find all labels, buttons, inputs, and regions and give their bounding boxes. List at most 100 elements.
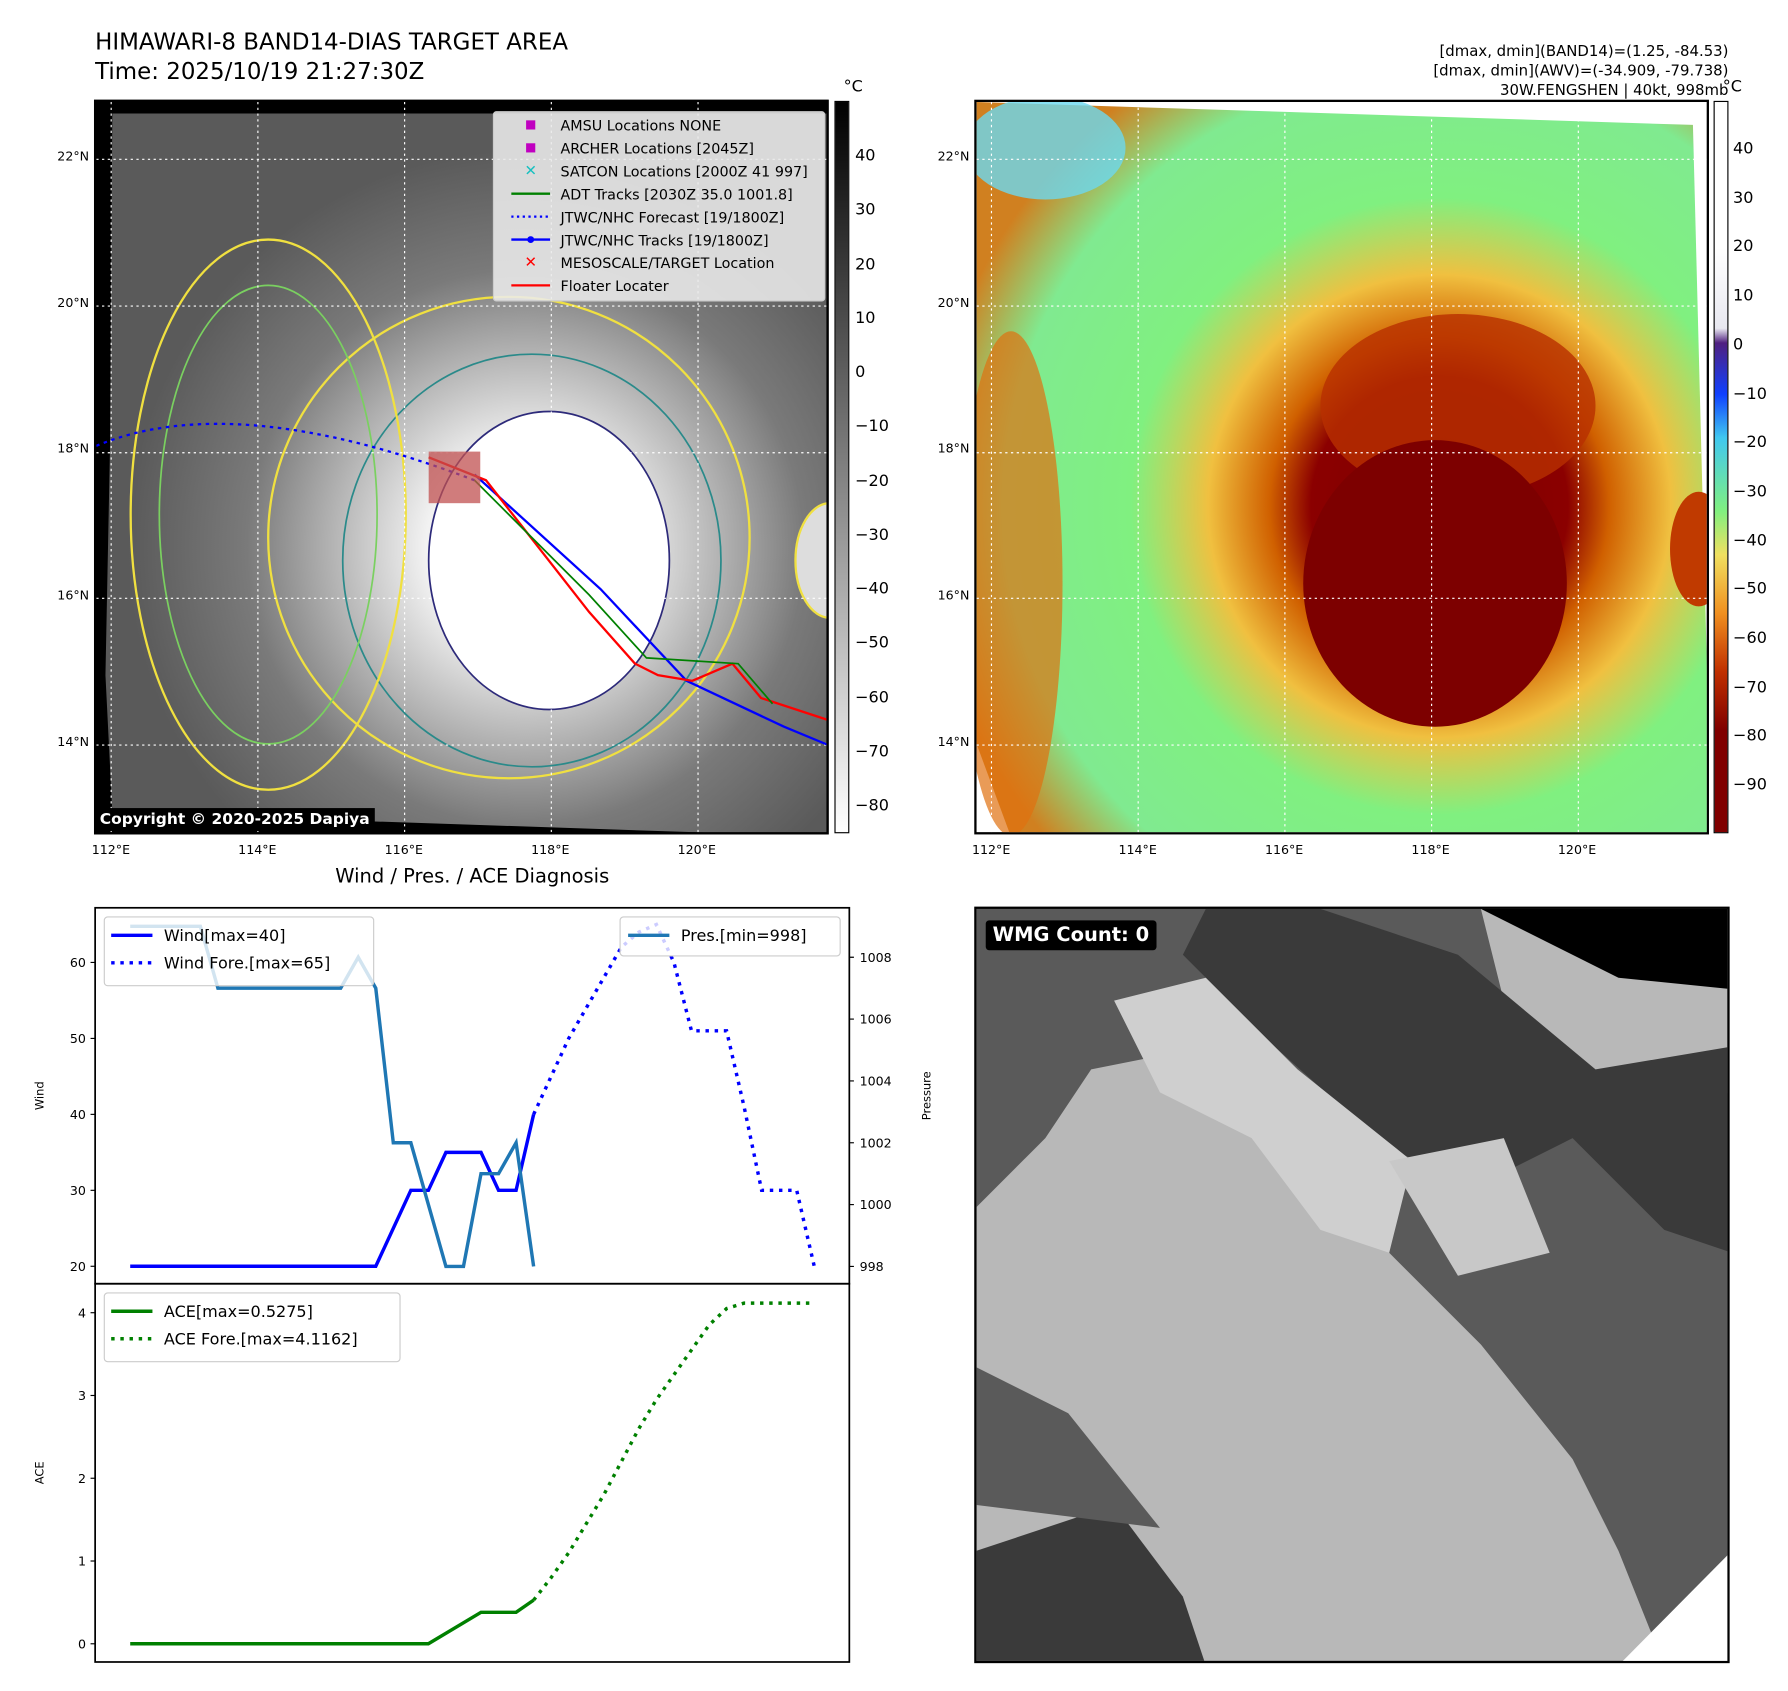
ir-map: AMSU Locations NONE ARCHER Locations [204… [93, 99, 829, 835]
colorbar-tick: −70 [855, 742, 889, 761]
colorbar-tick: 30 [1733, 188, 1754, 208]
colorbar-tick: −30 [855, 525, 889, 545]
legend-item: Floater Locater [510, 275, 669, 296]
colorbar-tick: −60 [855, 688, 889, 707]
lat-label: 20°N [57, 295, 90, 311]
lat-label: 14°N [937, 734, 970, 750]
legend-label: JTWC/NHC Forecast [19/1800Z] [560, 208, 785, 226]
lat-label: 16°N [937, 588, 970, 604]
legend-label: MESOSCALE/TARGET Location [560, 253, 775, 272]
legend-item: ARCHER Locations [2045Z] [510, 138, 754, 159]
awv-range: [dmax, dmin](AWV)=(-34.909, -79.738) [1433, 63, 1729, 81]
square-marker-icon [510, 120, 551, 130]
colorbar-tick: 30 [855, 200, 876, 220]
y-tick-label: 1 [78, 1554, 86, 1569]
colorbar-tick: 0 [1733, 335, 1744, 354]
lat-label: 18°N [57, 441, 90, 457]
chart-title: Wind / Pres. / ACE Diagnosis [335, 865, 610, 889]
x-marker-icon: ✕ [524, 162, 537, 180]
legend-item: ADT Tracks [2030Z 35.0 1001.8] [510, 183, 793, 204]
figure-title: HIMAWARI-8 BAND14-DIAS TARGET AREA [95, 27, 569, 56]
y-tick-label: 60 [70, 955, 86, 970]
solid-line-icon [510, 282, 551, 289]
floater-track [428, 456, 827, 721]
y-tick-label: 20 [70, 1259, 86, 1274]
awv-colorbar [1713, 100, 1729, 834]
y-tick-label: 4 [78, 1305, 86, 1320]
awv-imagery [976, 102, 1707, 833]
legend-label: Wind Fore.[max=65] [164, 954, 330, 973]
colorbar-tick: −50 [1733, 580, 1767, 599]
colorbar-tick: 10 [855, 309, 876, 328]
colorbar-tick: −40 [1733, 531, 1767, 550]
colorbar-tick: 0 [855, 363, 866, 382]
series-wind-fore- [532, 922, 816, 1267]
y-tick-label: 40 [70, 1107, 86, 1122]
colorbar-tick: −80 [855, 796, 889, 815]
y-right-tick-label: 1000 [860, 1197, 892, 1212]
y-axis-label: ACE [33, 1461, 47, 1484]
lat-label: 22°N [937, 149, 970, 164]
legend-label: Wind[max=40] [164, 926, 286, 945]
lat-label: 14°N [57, 734, 90, 750]
awv-map [974, 99, 1709, 835]
lon-label: 120°E [677, 842, 716, 858]
legend-item: AMSU Locations NONE [510, 115, 721, 136]
ir-colorbar [834, 100, 850, 834]
lon-label: 114°E [238, 842, 277, 858]
y-tick-label: 50 [70, 1031, 86, 1046]
lon-label: 118°E [1411, 842, 1450, 858]
lon-label: 112°E [91, 842, 131, 858]
lat-label: 16°N [57, 588, 90, 604]
lon-label: 120°E [1557, 842, 1597, 858]
lon-label: 114°E [1118, 842, 1157, 858]
legend-item: ✕ SATCON Locations [2000Z 41 997] [510, 160, 808, 181]
dot-line-icon [510, 236, 551, 243]
colorbar-tick: 20 [855, 255, 876, 274]
legend-label: ACE[max=0.5275] [164, 1302, 313, 1321]
legend-label: SATCON Locations [2000Z 41 997] [560, 162, 808, 180]
colorbar-tick: −60 [1733, 629, 1767, 648]
chart-legend [103, 916, 375, 987]
map-legend: AMSU Locations NONE ARCHER Locations [204… [492, 111, 826, 302]
colorbar-tick: −90 [1733, 776, 1767, 795]
copyright: Copyright © 2020-2025 Dapiya [95, 808, 375, 831]
square-marker-icon [510, 143, 551, 153]
band14-range: [dmax, dmin](BAND14)=(1.25, -84.53) [1439, 43, 1729, 61]
adt-track [473, 479, 774, 705]
wmg-count: WMG Count: 0 [985, 920, 1157, 951]
colorbar-tick: 40 [855, 146, 876, 166]
plot-frame [94, 1282, 851, 1663]
legend-label: JTWC/NHC Tracks [19/1800Z] [560, 230, 769, 249]
colorbar-tick: −80 [1733, 727, 1767, 746]
y-right-tick-label: 1002 [860, 1135, 892, 1150]
colorbar-tick: −20 [1733, 433, 1767, 452]
y-tick-label: 0 [78, 1636, 86, 1651]
colorbar-tick: −40 [855, 579, 889, 599]
target-area [428, 451, 481, 504]
figure-time: Time: 2025/10/19 21:27:30Z [95, 57, 425, 85]
wmg-panel [974, 906, 1730, 1664]
lon-label: 118°E [531, 842, 570, 858]
chart-legend-right [619, 916, 841, 957]
y-right-tick-label: 1006 [860, 1012, 892, 1027]
y-tick-label: 30 [70, 1183, 86, 1198]
colorbar-tick: −20 [855, 471, 889, 491]
colorbar-tick: −10 [1733, 384, 1767, 403]
lon-label: 116°E [384, 842, 424, 858]
solid-line-icon [510, 190, 551, 197]
legend-label: ADT Tracks [2030Z 35.0 1001.8] [560, 185, 793, 203]
y-axis-label: Wind [33, 1081, 47, 1110]
wmg-imagery [976, 908, 1728, 1661]
series-wind [130, 1113, 536, 1268]
legend-label: ARCHER Locations [2045Z] [560, 139, 754, 157]
series-ace-fore- [532, 1301, 815, 1602]
series-ace [130, 1598, 535, 1646]
colorbar-tick: −10 [855, 417, 889, 436]
forecast-track [96, 422, 475, 482]
y-right-tick-label: 1004 [860, 1074, 892, 1089]
lat-label: 18°N [937, 441, 970, 457]
storm-info: 30W.FENGSHEN | 40kt, 998mb [1500, 82, 1729, 100]
lat-label: 20°N [937, 295, 970, 311]
